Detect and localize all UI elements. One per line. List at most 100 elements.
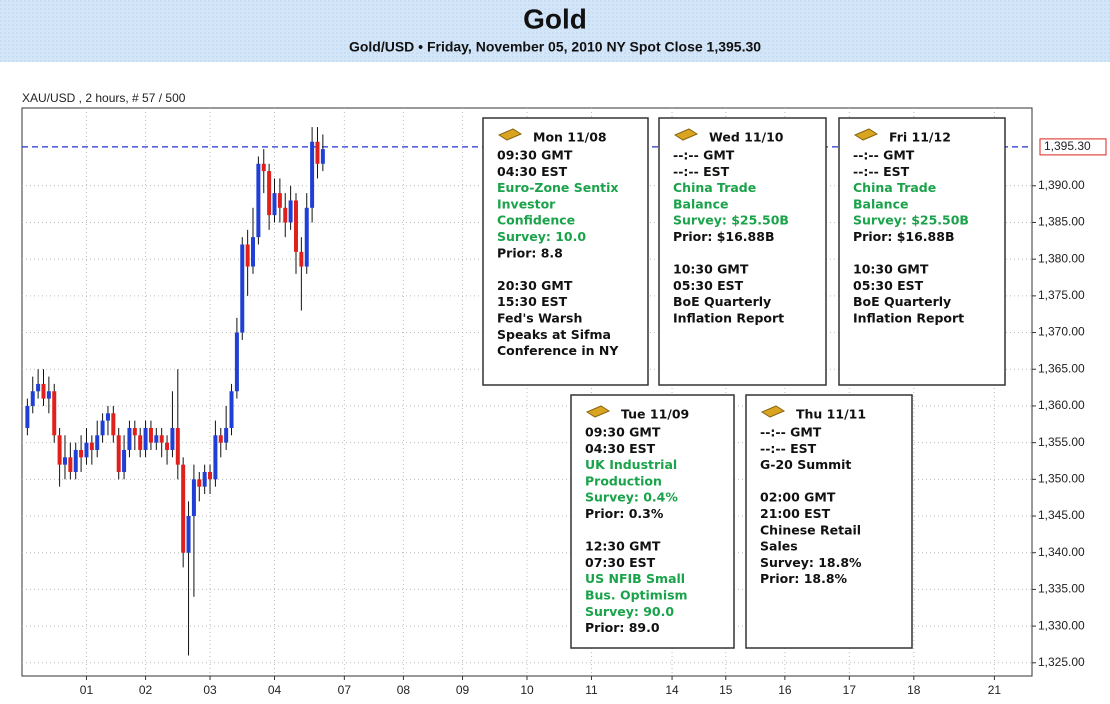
event-day: Tue 11/09	[621, 407, 689, 422]
event-line: 10:30 GMT	[673, 262, 749, 277]
event-line: 05:30 EST	[853, 278, 924, 293]
event-line: Confidence	[497, 213, 575, 228]
candle-body	[30, 391, 35, 406]
event-line: China Trade	[853, 180, 936, 195]
gold-icon	[585, 405, 611, 418]
event-box	[745, 394, 913, 649]
event-line: --:-- EST	[673, 164, 730, 179]
event-box	[658, 117, 827, 386]
event-line: Balance	[853, 196, 908, 211]
event-day: Mon 11/08	[533, 130, 607, 145]
candle-body	[52, 391, 57, 436]
event-line: 04:30 EST	[497, 164, 568, 179]
event-line: 02:00 GMT	[760, 490, 836, 505]
candle-body	[111, 413, 116, 436]
candle-body	[234, 332, 239, 392]
candle-body	[299, 251, 304, 267]
candle-body	[229, 391, 234, 428]
candle-body	[170, 427, 175, 450]
y-tick-label: 1,350.00	[1038, 472, 1085, 486]
y-tick-label: 1,355.00	[1038, 435, 1085, 449]
event-line: Survey: 90.0	[585, 604, 674, 619]
event-line: 07:30 EST	[585, 555, 656, 570]
candle-body	[191, 479, 196, 517]
event-line: Survey: 18.8%	[760, 555, 862, 570]
candle-body	[245, 244, 250, 267]
candle-body	[310, 141, 315, 208]
event-line: 10:30 GMT	[853, 262, 929, 277]
event-day: Fri 11/12	[889, 130, 951, 145]
x-tick-label: 16	[778, 683, 792, 697]
candle-body	[132, 427, 137, 436]
y-tick-label: 1,375.00	[1038, 288, 1085, 302]
spot-label: 1,395.30	[1044, 139, 1091, 153]
y-tick-label: 1,360.00	[1038, 398, 1085, 412]
x-tick-label: 10	[520, 683, 534, 697]
candle-body	[143, 427, 148, 450]
y-tick-label: 1,330.00	[1038, 618, 1085, 632]
y-tick-label: 1,385.00	[1038, 215, 1085, 229]
x-tick-label: 08	[397, 683, 411, 697]
event-line: US NFIB Small	[585, 571, 685, 586]
event-box	[570, 394, 735, 649]
gold-icon	[673, 128, 699, 141]
candle-body	[218, 435, 223, 443]
candle-body	[138, 435, 143, 450]
event-day: Wed 11/10	[709, 130, 784, 145]
candle-body	[288, 200, 293, 223]
x-tick-label: 09	[456, 683, 470, 697]
x-tick-label: 14	[665, 683, 679, 697]
event-line: Balance	[673, 196, 728, 211]
y-tick-label: 1,345.00	[1038, 508, 1085, 522]
event-line: 05:30 EST	[673, 278, 744, 293]
gold-icon	[497, 128, 523, 141]
candle-body	[251, 237, 256, 267]
candle-body	[57, 435, 62, 465]
event-line: --:-- GMT	[853, 148, 915, 163]
candle-body	[41, 383, 46, 399]
event-line: UK Industrial	[585, 457, 677, 472]
event-line: Prior: $16.88B	[853, 229, 954, 244]
x-tick-label: 07	[338, 683, 352, 697]
candle-body	[105, 413, 110, 421]
event-line: Survey: 0.4%	[585, 490, 678, 505]
event-line: 09:30 GMT	[497, 148, 573, 163]
x-tick-label: 15	[719, 683, 733, 697]
event-line: Fed's Warsh	[497, 311, 582, 326]
candle-body	[68, 457, 73, 472]
x-tick-label: 21	[988, 683, 1002, 697]
event-line: Inflation Report	[853, 311, 964, 326]
candle-body	[186, 516, 191, 553]
candle-body	[224, 427, 229, 443]
y-tick-label: 1,380.00	[1038, 251, 1085, 265]
x-tick-label: 18	[907, 683, 921, 697]
event-line: BoE Quarterly	[673, 294, 771, 309]
candle-body	[79, 449, 84, 458]
candle-body	[73, 449, 78, 472]
candle-body	[208, 471, 213, 480]
candle-body	[181, 464, 186, 553]
event-line: BoE Quarterly	[853, 294, 951, 309]
event-box	[482, 117, 649, 386]
candle-body	[272, 193, 277, 216]
y-tick-label: 1,365.00	[1038, 361, 1085, 375]
candle-body	[304, 207, 309, 267]
y-tick-label: 1,325.00	[1038, 655, 1085, 669]
event-line: Speaks at Sifma	[497, 327, 611, 342]
event-box	[838, 117, 1006, 386]
y-tick-label: 1,370.00	[1038, 325, 1085, 339]
chart-subtitle: Gold/USD • Friday, November 05, 2010 NY …	[349, 39, 761, 55]
event-line: 15:30 EST	[497, 294, 568, 309]
event-line: Euro-Zone Sentix	[497, 180, 618, 195]
event-line: Survey: 10.0	[497, 229, 586, 244]
event-line: --:-- GMT	[673, 148, 735, 163]
candle-body	[240, 244, 245, 333]
spot-label-box	[1039, 138, 1107, 156]
event-line: Survey: $25.50B	[853, 213, 969, 228]
event-line: China Trade	[673, 180, 756, 195]
candle-body	[95, 435, 100, 450]
header-band	[0, 0, 1110, 62]
x-tick-label: 04	[268, 683, 282, 697]
x-tick-label: 11	[585, 683, 598, 697]
event-line: 09:30 GMT	[585, 425, 661, 440]
